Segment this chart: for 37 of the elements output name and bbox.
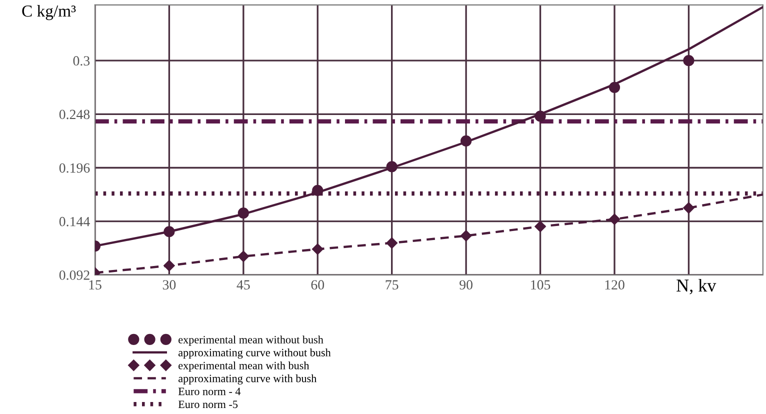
x-tick-label: 30 [162,280,176,290]
x-tick-label: 90 [460,280,472,290]
point [460,135,472,147]
point [386,237,398,249]
y-axis-title: C kg/m³ [22,4,76,20]
x-axis-title: N, kv [676,278,716,294]
point [312,184,324,196]
x-tick-label: 105 [531,280,550,290]
y-tick-label: 0.092 [59,270,90,280]
point [386,161,398,172]
legend-label: approximating curve with bush [178,374,317,385]
point [312,244,324,255]
x-tick-label: 15 [89,280,102,290]
y-tick-label: 0.248 [59,110,90,120]
legend-label: Euro norm -5 [178,400,238,408]
point [608,214,620,225]
point [683,202,694,214]
point [460,230,472,242]
y-tick-label: 0.196 [59,163,90,173]
y-tick-label: 0.144 [59,216,90,226]
point [238,208,249,219]
point [164,260,175,272]
point [608,82,620,93]
x-tick-label: 60 [311,280,324,290]
point [238,250,250,262]
point [164,226,175,238]
legend-label: Euro norm - 4 [178,388,241,396]
point [534,220,546,232]
point [534,110,546,122]
x-tick-label: 120 [605,280,624,290]
point [683,55,694,66]
x-tick-label: 75 [386,280,398,290]
legend-label: experimental mean without bush [178,336,324,346]
legend-label: approximating curve without bush [178,348,331,359]
y-tick-label: 0.3 [73,56,90,66]
x-tick-label: 45 [236,280,250,290]
legend-label: experimental mean with bush [178,361,310,372]
